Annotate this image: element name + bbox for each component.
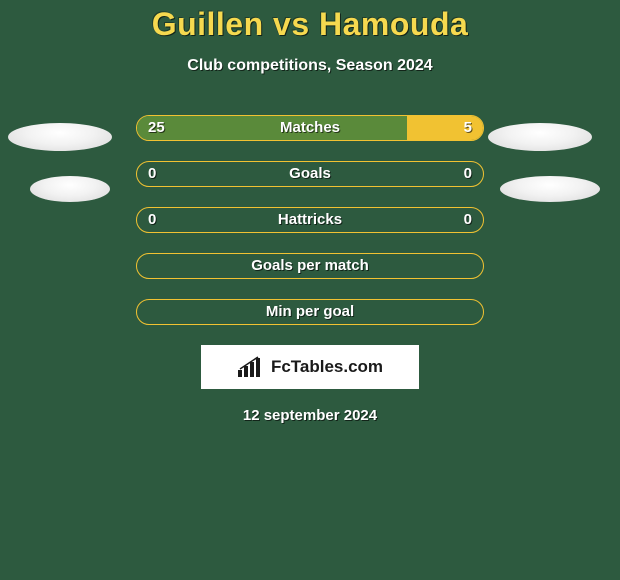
stat-row-goals: 0 Goals 0 [136, 161, 484, 187]
footer-date: 12 september 2024 [0, 407, 620, 424]
stat-right-value: 5 [464, 115, 472, 141]
brand-box: FcTables.com [201, 345, 419, 389]
page-title: Guillen vs Hamouda [0, 6, 620, 43]
page-root: Guillen vs Hamouda Club competitions, Se… [0, 0, 620, 580]
stat-label: Goals [136, 161, 484, 187]
stat-label: Min per goal [136, 299, 484, 325]
stat-right-value: 0 [464, 161, 472, 187]
stat-label: Hattricks [136, 207, 484, 233]
brand-text: FcTables.com [271, 357, 383, 377]
stat-row-hattricks: 0 Hattricks 0 [136, 207, 484, 233]
stat-label: Goals per match [136, 253, 484, 279]
stat-row-matches: 25 Matches 5 [136, 115, 484, 141]
stat-label: Matches [136, 115, 484, 141]
bars-icon [237, 356, 265, 378]
stat-row-mpg: Min per goal [136, 299, 484, 325]
page-subtitle: Club competitions, Season 2024 [0, 57, 620, 75]
stat-right-value: 0 [464, 207, 472, 233]
stat-row-gpm: Goals per match [136, 253, 484, 279]
stats-area: 25 Matches 5 0 Goals 0 0 Hattricks 0 [0, 115, 620, 325]
